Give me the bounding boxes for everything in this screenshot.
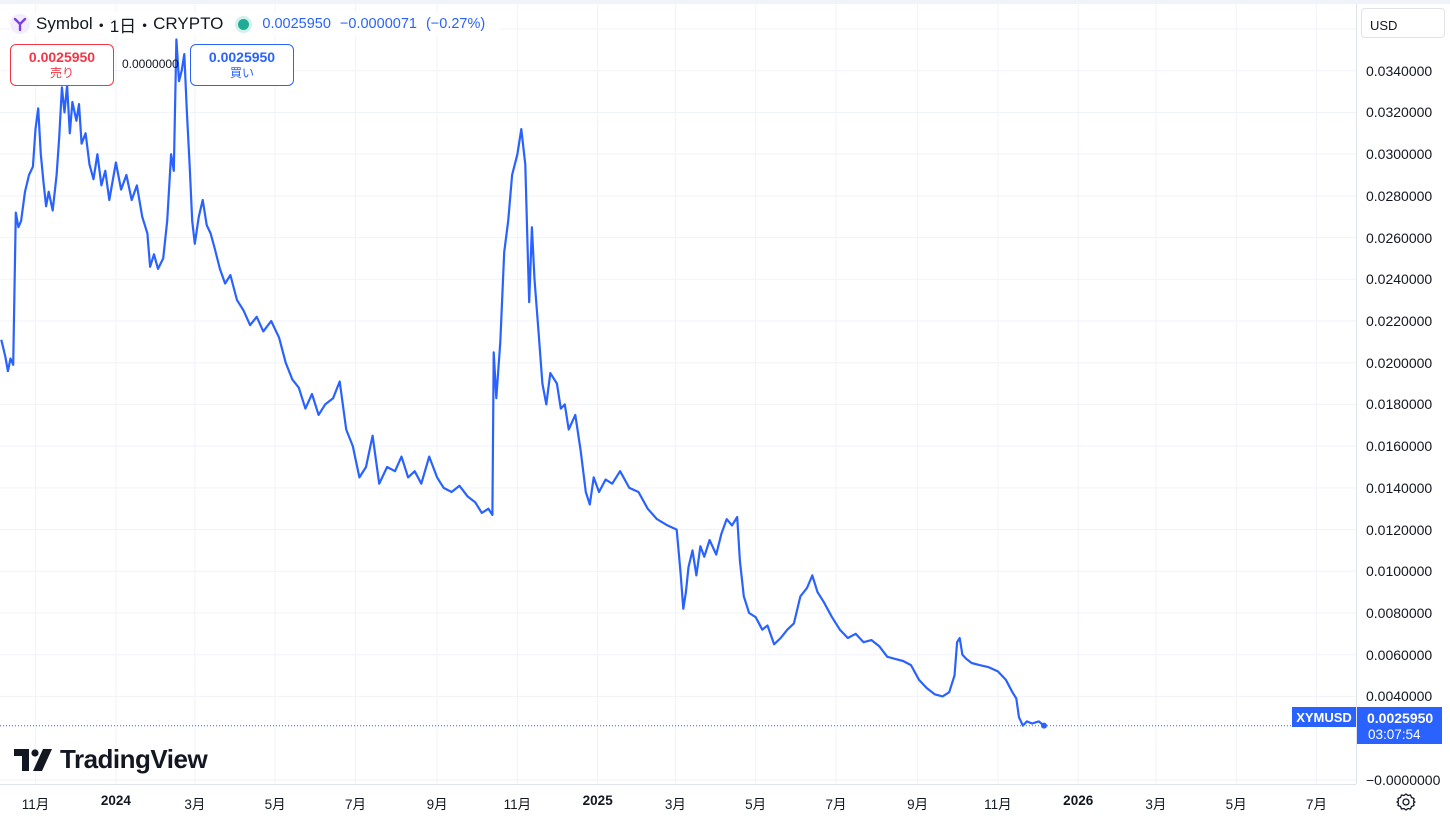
- time-tick-label: 11月: [504, 793, 532, 813]
- sell-price: 0.0025950: [29, 49, 95, 65]
- price-tick-label: 0.0200000: [1366, 355, 1432, 371]
- legend-change-pct: (−0.27%): [426, 16, 485, 32]
- sell-label: 売り: [50, 65, 74, 81]
- price-tick-label: 0.0120000: [1366, 522, 1432, 538]
- settings-gear-icon[interactable]: [1396, 792, 1416, 812]
- time-tick-label: 3月: [665, 793, 686, 813]
- time-tick-label: 9月: [907, 793, 928, 813]
- price-tick-label: 0.0160000: [1366, 438, 1432, 454]
- time-tick-label: 5月: [265, 793, 286, 813]
- price-tick-label: 0.0320000: [1366, 104, 1432, 120]
- time-tick-label: 2026: [1063, 793, 1093, 808]
- buy-button[interactable]: 0.0025950 買い: [190, 44, 294, 86]
- last-price-label: 0.0025950: [1367, 710, 1433, 726]
- tradingview-mark-icon: [14, 749, 52, 771]
- time-tick-label: 9月: [427, 793, 448, 813]
- sell-button[interactable]: 0.0025950 売り: [10, 44, 114, 86]
- price-axis[interactable]: [1356, 4, 1450, 784]
- chart-plot-area[interactable]: [0, 4, 1356, 784]
- time-tick-label: 3月: [1145, 793, 1166, 813]
- buy-label: 買い: [230, 65, 254, 81]
- bar-countdown: 03:07:54: [1368, 727, 1421, 742]
- legend-exchange: CRYPTO: [153, 14, 223, 34]
- time-tick-label: 7月: [1306, 793, 1327, 813]
- price-tick-label: 0.0260000: [1366, 230, 1432, 246]
- time-tick-label: 7月: [825, 793, 846, 813]
- last-price-badge: 0.0025950 03:07:54: [1357, 707, 1442, 744]
- chart-grid: [0, 4, 1356, 784]
- chart-legend: Symbol ・ 1日 ・ CRYPTO 0.0025950 −0.000007…: [10, 12, 500, 36]
- legend-sep-1: ・: [93, 12, 110, 37]
- spread-value: 0.0000000: [122, 57, 179, 71]
- time-tick-label: 5月: [745, 793, 766, 813]
- price-tick-label: 0.0080000: [1366, 605, 1432, 621]
- time-tick-label: 11月: [984, 793, 1012, 813]
- time-tick-label: 11月: [22, 793, 50, 813]
- time-tick-label: 7月: [345, 793, 366, 813]
- legend-interval[interactable]: 1日: [110, 12, 136, 37]
- price-tick-label: 0.0180000: [1366, 396, 1432, 412]
- time-tick-label: 3月: [184, 793, 205, 813]
- tradingview-logo[interactable]: TradingView: [14, 744, 207, 775]
- time-tick-label: 2024: [101, 793, 131, 808]
- legend-last-value: 0.0025950: [262, 16, 331, 32]
- price-tick-label: 0.0240000: [1366, 271, 1432, 287]
- tradingview-wordmark: TradingView: [60, 744, 207, 775]
- buy-price: 0.0025950: [209, 49, 275, 65]
- price-tick-label: 0.0280000: [1366, 188, 1432, 204]
- price-tick-label: 0.0140000: [1366, 480, 1432, 496]
- price-tick-label: 0.0220000: [1366, 313, 1432, 329]
- price-tick-label: 0.0040000: [1366, 688, 1432, 704]
- price-tick-label: 0.0340000: [1366, 63, 1432, 79]
- legend-sep-2: ・: [136, 12, 153, 37]
- legend-symbol[interactable]: Symbol: [36, 14, 93, 34]
- price-tick-label: −0.0000000: [1366, 772, 1440, 788]
- time-tick-label: 5月: [1226, 793, 1247, 813]
- price-tick-label: 0.0100000: [1366, 563, 1432, 579]
- legend-change: −0.0000071: [340, 16, 417, 32]
- symbol-badge: XYMUSD: [1292, 707, 1356, 727]
- price-tick-label: 0.0300000: [1366, 146, 1432, 162]
- symbol-logo-icon: [10, 14, 30, 34]
- time-tick-label: 2025: [583, 793, 613, 808]
- market-status-icon[interactable]: [235, 16, 252, 33]
- price-line-series: [1, 40, 1044, 726]
- price-tick-label: 0.0060000: [1366, 647, 1432, 663]
- currency-selector[interactable]: USD: [1361, 8, 1445, 38]
- last-price-marker: [1041, 723, 1047, 729]
